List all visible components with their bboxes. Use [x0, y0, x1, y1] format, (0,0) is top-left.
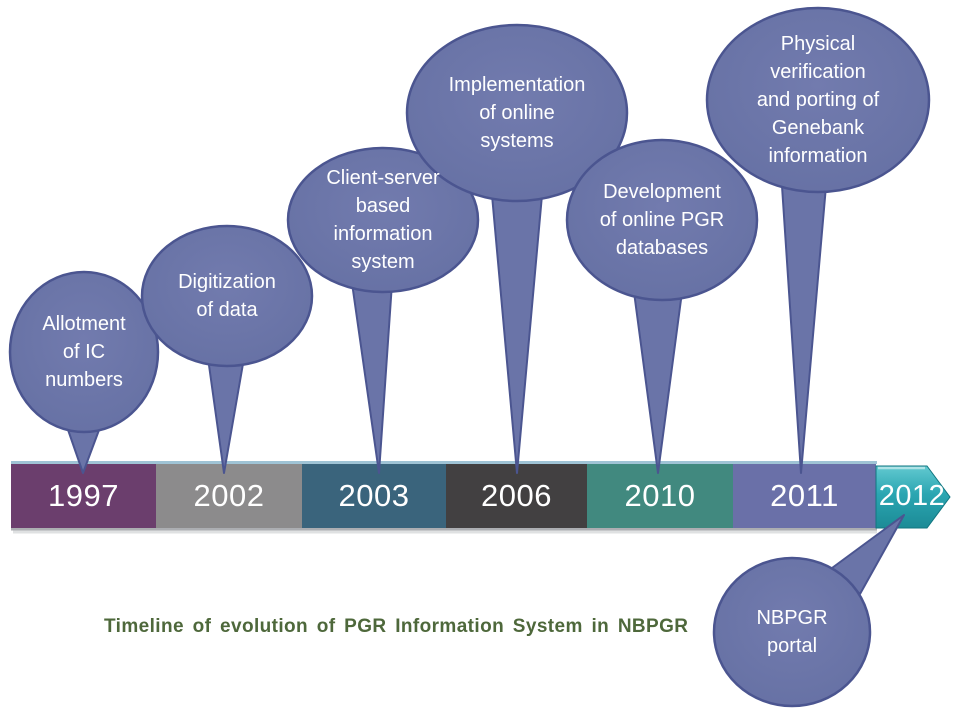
bubble-tail-client-server: [351, 282, 393, 474]
timeline-segment-2010: [587, 464, 733, 528]
timeline-segment-2006: [446, 464, 587, 528]
timeline-bottom-shadow-soft: [13, 530, 877, 534]
bubble-label-implementation: Implementation of online systems: [448, 74, 586, 152]
timeline-segment-2002: [156, 464, 302, 528]
timeline-segment-1997: [11, 464, 156, 528]
bubble-digitization: [140, 224, 314, 368]
year-label-2012: 2012: [878, 479, 946, 512]
bubble-label-allotment: Allotment of IC numbers: [42, 313, 126, 391]
bubble-physical-verification: [705, 6, 931, 194]
bubble-tail-development: [633, 291, 683, 474]
timeline-bottom-shadow: [11, 528, 877, 531]
bubble-label-digitization: Digitization of data: [178, 271, 276, 321]
year-label-2011: 2011: [770, 478, 839, 513]
year-label-2002: 2002: [193, 478, 265, 513]
bubble-tail-implementation: [491, 194, 543, 474]
year-label-2006: 2006: [481, 478, 552, 513]
bubble-allotment: [8, 270, 160, 434]
bubble-label-nbpgr-portal: NBPGR portal: [756, 607, 828, 657]
year-label-2003: 2003: [338, 478, 410, 513]
bubble-client-server: [286, 146, 480, 294]
timeline-top-highlight: [11, 461, 877, 464]
bubble-nbpgr-portal: [712, 556, 872, 708]
year-label-2010: 2010: [624, 478, 696, 513]
timeline-segment-2003: [302, 464, 446, 528]
bubble-label-physical-verification: Physical verification and porting of Gen…: [756, 33, 880, 167]
bubble-development: [565, 138, 759, 302]
year-label-1997: 1997: [48, 478, 119, 513]
bubble-tail-digitization: [207, 357, 245, 474]
bubble-implementation: [405, 23, 629, 203]
timeline-arrow-2012: [875, 465, 951, 529]
bubble-tail-physical-verification: [781, 185, 827, 474]
slide-caption: Timeline of evolution of PGR Information…: [104, 616, 689, 637]
bubble-label-development: Development of online PGR databases: [599, 181, 725, 259]
timeline-segment-2011: [733, 464, 876, 528]
bubble-label-client-server: Client-server based information system: [326, 167, 440, 273]
